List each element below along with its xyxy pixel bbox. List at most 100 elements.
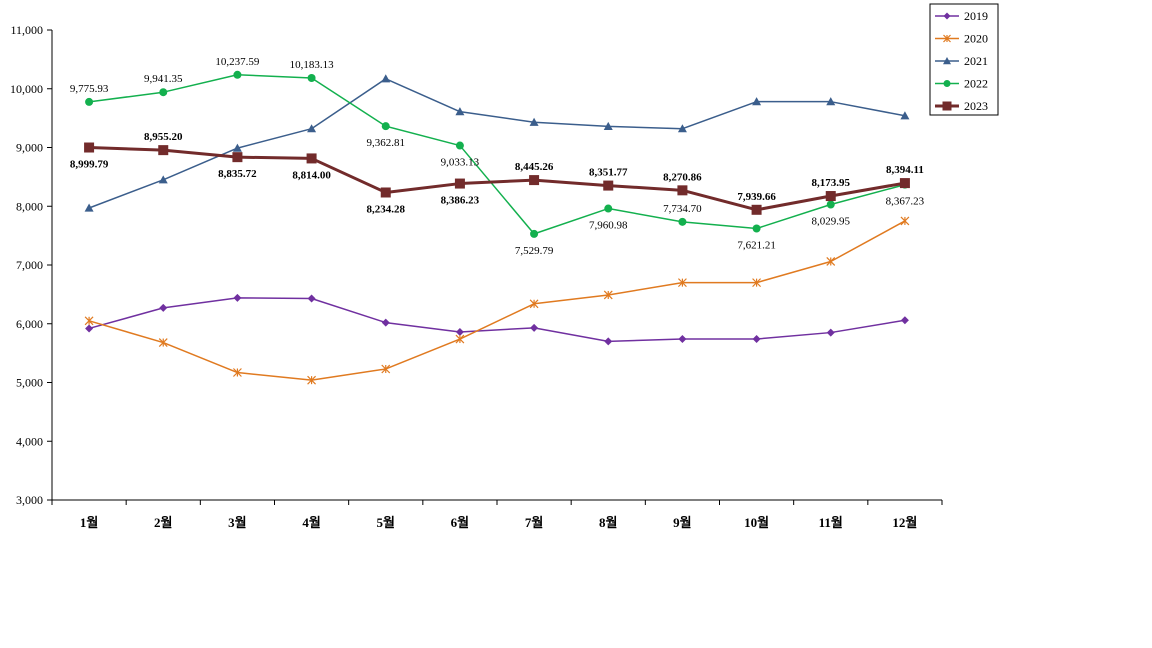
legend: 2019 2020 2021 2022 2023 <box>929 3 999 116</box>
x-tick-label: 4월 <box>302 515 320 530</box>
data-point <box>530 229 539 238</box>
data-point <box>158 145 169 156</box>
series-line <box>89 146 906 212</box>
data-point <box>751 204 762 215</box>
data-point <box>826 328 835 337</box>
data-point <box>307 375 317 385</box>
data-label: 8,029.95 <box>812 215 851 227</box>
y-tick-label: 4,000 <box>16 434 43 448</box>
data-point <box>455 334 465 344</box>
series-2021 <box>84 74 910 212</box>
data-point <box>900 316 909 325</box>
data-point <box>603 290 613 300</box>
data-label: 9,775.93 <box>70 83 109 95</box>
data-point <box>232 152 243 163</box>
data-label: 8,999.79 <box>70 159 109 171</box>
legend-item-2021: 2021 <box>935 54 988 68</box>
data-point <box>84 316 94 326</box>
x-tick-label: 8월 <box>599 515 617 530</box>
legend-item-2023: 2023 <box>935 99 988 113</box>
data-label: 8,955.20 <box>144 131 183 143</box>
data-label: 8,394.11 <box>886 164 924 176</box>
x-tick-label: 1월 <box>80 515 98 530</box>
chart-axes: 3,000 4,000 5,000 6,000 7,000 8,000 9,000 10,00… <box>10 23 943 530</box>
legend-label: 2020 <box>964 32 988 46</box>
y-tick-label: 10,000 <box>10 82 43 96</box>
data-point <box>455 141 464 150</box>
data-point <box>158 338 168 347</box>
data-point <box>85 97 94 106</box>
data-point <box>529 175 540 186</box>
data-point <box>530 323 539 332</box>
data-label: 8,234.28 <box>367 203 406 215</box>
data-point <box>943 34 951 43</box>
data-label: 10,237.59 <box>215 56 260 68</box>
data-point <box>232 368 242 377</box>
x-tick-label: 7월 <box>525 515 543 530</box>
x-tick-label: 6월 <box>451 515 469 530</box>
series-layer <box>84 70 910 385</box>
y-tick-label: 6,000 <box>16 317 43 331</box>
x-tick-label: 11월 <box>819 515 843 530</box>
data-point <box>380 187 391 198</box>
data-label: 7,734.70 <box>663 203 702 215</box>
x-tick-label: 9월 <box>673 515 691 530</box>
x-tick-label: 10월 <box>744 515 769 530</box>
data-point <box>825 191 836 202</box>
data-point <box>84 203 94 212</box>
data-point <box>826 200 835 209</box>
data-labels-layer: 9,775.93 9,941.35 10,237.59 10,183.13 9,362.… <box>70 56 925 257</box>
data-point <box>307 73 316 82</box>
data-point <box>943 80 951 87</box>
data-point <box>529 117 539 126</box>
data-point <box>752 278 762 288</box>
data-point <box>158 175 168 184</box>
data-label: 8,270.86 <box>663 171 702 183</box>
data-label: 7,621.21 <box>737 240 776 252</box>
data-point <box>677 278 687 288</box>
data-point <box>900 216 910 226</box>
series-2022 <box>85 70 909 238</box>
legend-item-2022: 2022 <box>935 77 988 91</box>
legend-item-2019: 2019 <box>935 9 988 23</box>
x-tick-label: 2월 <box>154 515 172 530</box>
data-point <box>752 97 762 106</box>
data-label: 8,814.00 <box>292 169 331 181</box>
data-point <box>943 57 951 65</box>
data-point <box>307 124 317 133</box>
data-label: 7,939.66 <box>737 191 776 203</box>
data-label: 8,445.26 <box>515 161 554 173</box>
series-2020 <box>84 216 910 385</box>
legend-label: 2022 <box>964 77 988 91</box>
series-2019 <box>85 293 909 346</box>
data-point <box>603 180 614 191</box>
legend-item-2020: 2020 <box>935 32 988 46</box>
data-point <box>233 293 242 302</box>
data-point <box>381 74 391 83</box>
data-label: 8,367.23 <box>886 196 925 208</box>
y-tick-label: 8,000 <box>16 199 43 213</box>
data-point <box>381 122 390 131</box>
x-tick-label: 5월 <box>377 515 395 530</box>
data-point <box>678 217 687 226</box>
legend-label: 2023 <box>964 99 988 113</box>
data-label: 9,362.81 <box>367 137 406 149</box>
data-label: 7,529.79 <box>515 245 554 257</box>
data-point <box>603 121 613 130</box>
data-point <box>942 101 952 111</box>
data-point <box>233 70 242 79</box>
data-point <box>678 335 687 344</box>
x-tick-label: 12월 <box>892 515 917 530</box>
data-point <box>752 335 761 344</box>
legend-box <box>929 3 999 116</box>
data-point <box>455 327 464 336</box>
data-point <box>604 337 613 346</box>
data-label: 7,960.98 <box>589 220 628 232</box>
data-point <box>159 303 168 312</box>
series-2023 <box>84 142 910 215</box>
data-label: 10,183.13 <box>290 59 335 71</box>
y-tick-label: 7,000 <box>16 258 43 272</box>
data-label: 8,835.72 <box>218 168 257 180</box>
data-point <box>752 224 761 233</box>
